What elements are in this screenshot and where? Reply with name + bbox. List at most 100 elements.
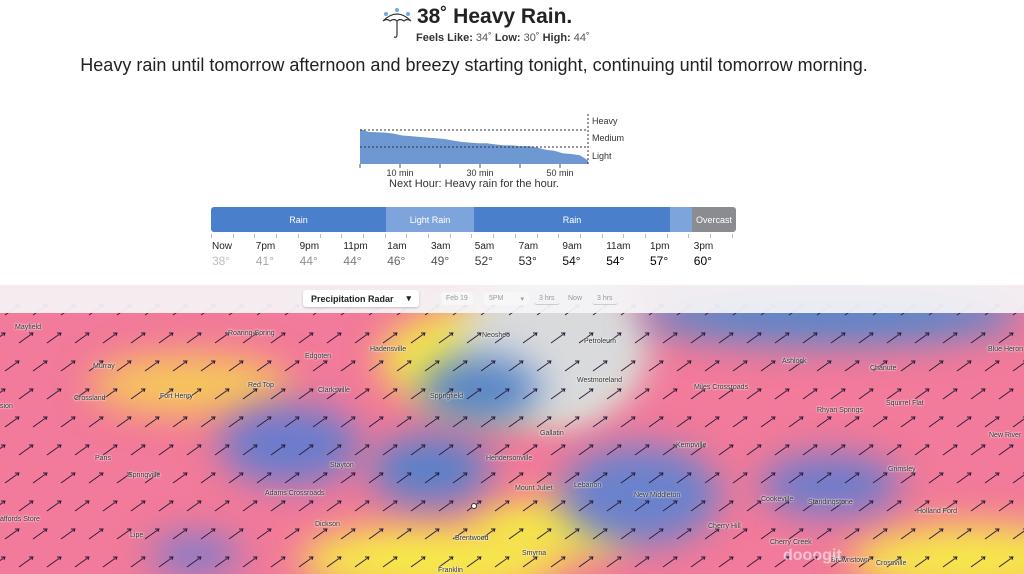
timeline-segment[interactable]: Overcast <box>692 207 736 232</box>
wind-arrow-icon <box>592 528 608 540</box>
wind-arrow-icon <box>102 388 118 400</box>
wind-arrow-icon <box>550 332 566 344</box>
tick <box>406 234 408 238</box>
wind-arrow-icon <box>452 360 468 372</box>
wind-arrow-icon <box>466 556 482 568</box>
wind-arrow-icon <box>270 332 286 344</box>
hour-item: 7am 53° <box>519 241 538 269</box>
timeline-segment[interactable]: Rain <box>211 207 386 232</box>
forward-3hrs-button[interactable]: 3 hrs <box>592 292 618 305</box>
wind-arrow-icon <box>746 388 762 400</box>
city-label: Chanute <box>870 365 897 372</box>
time-tick-label: 50 min <box>546 168 573 176</box>
wind-arrow-icon <box>844 472 860 484</box>
wind-arrow-icon <box>18 556 34 568</box>
hour-item: 9pm 44° <box>300 241 319 269</box>
hour-temp: 52° <box>474 254 493 268</box>
feels-value: 34˚ <box>475 32 492 44</box>
high-value: 44˚ <box>573 32 590 44</box>
city-label: Cookeville <box>761 496 794 503</box>
wind-arrow-icon <box>424 528 440 540</box>
wind-arrow-icon <box>0 556 6 562</box>
wind-arrow-icon <box>242 500 258 512</box>
timeline-segment[interactable]: Rain <box>474 207 670 232</box>
wind-arrow-icon <box>858 388 874 400</box>
wind-arrow-icon <box>102 444 118 456</box>
wind-arrow-icon <box>676 528 692 540</box>
city-label: Gallatin <box>540 430 564 437</box>
wind-arrow-icon <box>74 332 90 344</box>
wind-arrow-icon <box>942 556 958 568</box>
wind-arrow-icon <box>214 332 230 344</box>
wind-arrow-icon <box>956 472 972 484</box>
level-label: Light <box>592 151 612 161</box>
wind-arrow-icon <box>214 388 230 400</box>
wind-arrow-icon <box>690 332 706 344</box>
wind-arrow-icon <box>648 528 664 540</box>
date-select[interactable]: Feb 19 <box>441 292 473 305</box>
wind-arrow-icon <box>494 388 510 400</box>
wind-arrow-icon <box>480 416 496 428</box>
timeline-segment[interactable] <box>670 207 692 232</box>
radar-map[interactable]: Mayfield Roaring Spring Murray Edgoten Haden… <box>0 285 1024 574</box>
now-button[interactable]: Now <box>568 295 583 302</box>
city-label: Rhyan Springs <box>817 407 863 414</box>
wind-arrow-icon <box>690 388 706 400</box>
wind-arrow-icon <box>606 332 622 344</box>
wind-arrow-icon <box>536 528 552 540</box>
wind-arrow-icon <box>1012 416 1024 428</box>
wind-arrow-icon <box>60 528 76 540</box>
wind-arrow-icon <box>788 528 804 540</box>
wind-arrow-icon <box>816 416 832 428</box>
temp-details: Feels Like: 34˚ Low: 30˚ High: 44˚ <box>416 32 590 44</box>
city-label: Kempville <box>676 442 707 449</box>
wind-arrow-icon <box>676 360 692 372</box>
wind-arrow-icon <box>382 500 398 512</box>
chevron-down-icon: ▾ <box>520 295 524 303</box>
city-label: sion <box>0 403 13 410</box>
time-select[interactable]: 5PM ▾ <box>484 292 529 305</box>
wind-arrow-icon <box>830 444 846 456</box>
wind-arrow-icon <box>368 528 384 540</box>
wind-arrow-icon <box>438 388 454 400</box>
hour-item: Now 38° <box>212 241 232 269</box>
wind-arrow-icon <box>872 472 888 484</box>
wind-arrow-icon <box>340 472 356 484</box>
wind-arrow-icon <box>592 416 608 428</box>
wind-arrow-icon <box>886 556 902 568</box>
city-label: Springville <box>128 472 161 479</box>
wind-arrow-icon <box>900 528 916 540</box>
hour-item: 1am 46° <box>387 241 406 269</box>
hour-label: 5am <box>474 241 495 252</box>
wind-arrow-icon <box>662 388 678 400</box>
city-label: Smyrna <box>522 550 547 557</box>
city-label: Grimsley <box>888 466 916 473</box>
wind-arrow-icon <box>354 556 370 568</box>
wind-arrow-icon <box>942 500 958 512</box>
wind-arrow-icon <box>900 416 916 428</box>
hour-temp: 44° <box>299 254 318 268</box>
wind-arrow-icon <box>732 528 748 540</box>
radar-cell <box>220 405 360 485</box>
city-label: Lipe <box>130 532 144 539</box>
wind-arrow-icon <box>998 388 1014 400</box>
tick <box>341 234 343 238</box>
wind-arrow-icon <box>214 500 230 512</box>
wind-arrow-icon <box>914 332 930 344</box>
wind-arrow-icon <box>522 388 538 400</box>
layer-select[interactable]: Precipitation Radar ▾ <box>303 290 419 307</box>
hour-temp: 38° <box>212 254 231 268</box>
wind-arrow-icon <box>382 444 398 456</box>
wind-arrow-icon <box>998 444 1014 456</box>
wind-arrow-icon <box>746 332 762 344</box>
wind-arrow-icon <box>998 556 1014 568</box>
tick <box>536 234 538 238</box>
time-tick-label: 10 min <box>386 168 413 176</box>
wind-arrow-icon <box>760 360 776 372</box>
wind-arrow-icon <box>88 472 104 484</box>
wind-arrow-icon <box>774 500 790 512</box>
tick <box>666 234 668 238</box>
back-3hrs-button[interactable]: 3 hrs <box>534 292 560 305</box>
timeline-segment[interactable]: Light Rain <box>386 207 474 232</box>
hour-label: 11pm <box>343 241 368 252</box>
